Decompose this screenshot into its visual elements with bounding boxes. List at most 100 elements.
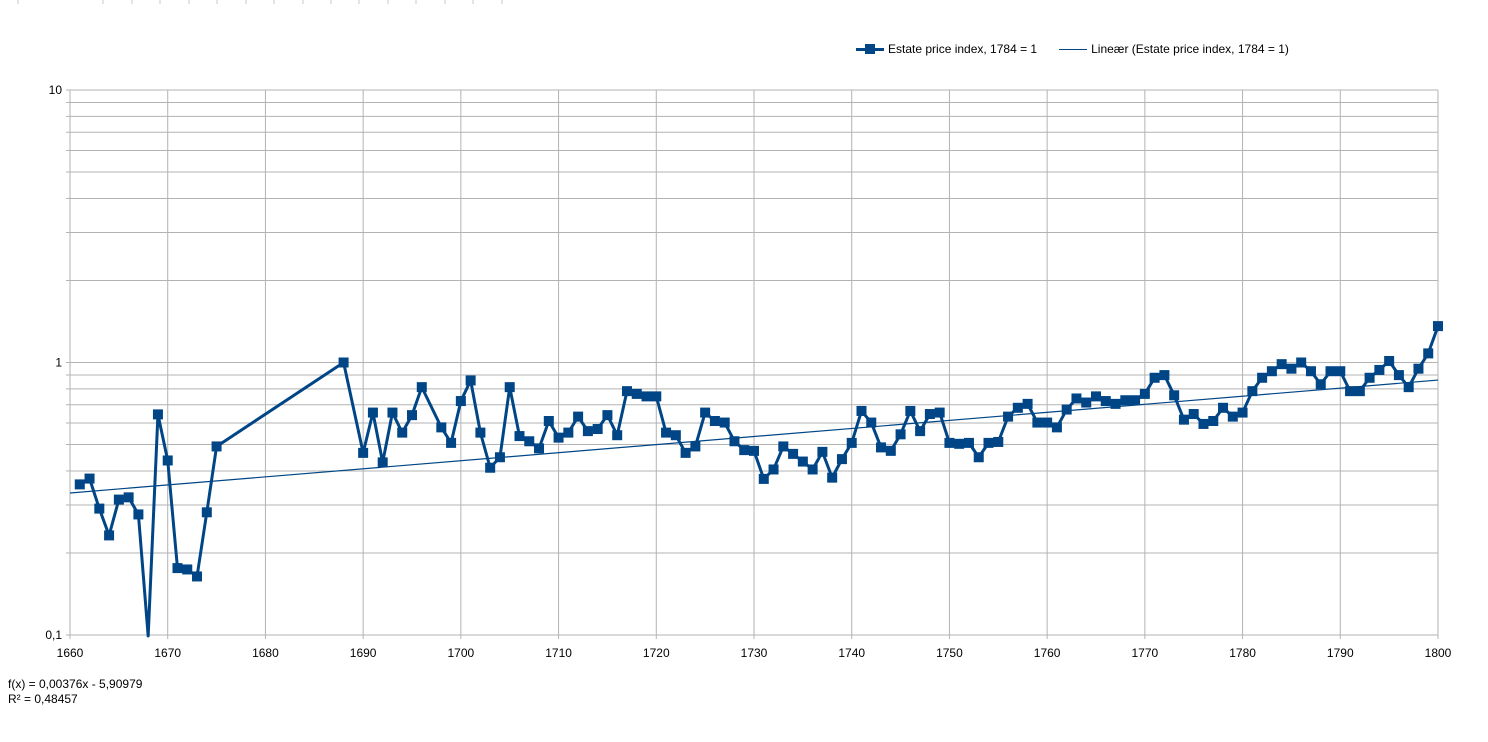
data-point-marker[interactable] bbox=[944, 437, 955, 448]
data-point-marker[interactable] bbox=[172, 563, 183, 574]
data-point-marker[interactable] bbox=[1266, 366, 1277, 377]
data-point-marker[interactable] bbox=[856, 405, 867, 416]
data-point-marker[interactable] bbox=[1433, 321, 1443, 332]
data-point-marker[interactable] bbox=[573, 411, 584, 422]
data-point-marker[interactable] bbox=[182, 564, 193, 575]
legend-item-trend[interactable]: Lineær (Estate price index, 1784 = 1) bbox=[1059, 42, 1289, 56]
data-point-marker[interactable] bbox=[123, 492, 134, 503]
data-point-marker[interactable] bbox=[631, 388, 642, 399]
data-point-marker[interactable] bbox=[407, 410, 417, 421]
data-point-marker[interactable] bbox=[983, 437, 994, 448]
data-point-marker[interactable] bbox=[485, 462, 496, 473]
data-point-marker[interactable] bbox=[1130, 395, 1141, 406]
data-point-marker[interactable] bbox=[1159, 370, 1170, 381]
data-point-marker[interactable] bbox=[876, 442, 887, 453]
data-point-marker[interactable] bbox=[621, 386, 632, 397]
data-point-marker[interactable] bbox=[661, 427, 672, 438]
data-point-marker[interactable] bbox=[1120, 395, 1131, 406]
data-point-marker[interactable] bbox=[1032, 417, 1043, 428]
data-point-marker[interactable] bbox=[768, 464, 779, 475]
data-point-marker[interactable] bbox=[563, 427, 574, 438]
data-point-marker[interactable] bbox=[934, 407, 945, 418]
data-point-marker[interactable] bbox=[1296, 357, 1307, 368]
data-point-marker[interactable] bbox=[690, 441, 701, 452]
data-point-marker[interactable] bbox=[1276, 359, 1287, 370]
data-point-marker[interactable] bbox=[416, 382, 427, 393]
data-point-marker[interactable] bbox=[211, 441, 222, 452]
data-point-marker[interactable] bbox=[993, 436, 1004, 447]
data-point-marker[interactable] bbox=[817, 446, 828, 457]
data-point-marker[interactable] bbox=[729, 436, 740, 447]
data-point-marker[interactable] bbox=[1061, 404, 1072, 415]
data-point-marker[interactable] bbox=[475, 427, 486, 438]
data-point-marker[interactable] bbox=[1286, 363, 1297, 374]
data-point-marker[interactable] bbox=[84, 473, 95, 484]
data-point-marker[interactable] bbox=[797, 456, 808, 467]
data-point-marker[interactable] bbox=[367, 407, 378, 418]
data-point-marker[interactable] bbox=[592, 424, 603, 435]
data-point-marker[interactable] bbox=[739, 445, 750, 456]
data-point-marker[interactable] bbox=[1237, 407, 1248, 418]
data-point-marker[interactable] bbox=[553, 432, 564, 443]
data-point-marker[interactable] bbox=[446, 437, 457, 448]
data-point-marker[interactable] bbox=[436, 422, 447, 433]
data-point-marker[interactable] bbox=[866, 417, 877, 428]
data-point-marker[interactable] bbox=[1003, 411, 1014, 422]
data-point-marker[interactable] bbox=[827, 472, 838, 483]
data-point-marker[interactable] bbox=[582, 426, 593, 437]
data-point-marker[interactable] bbox=[455, 396, 466, 407]
data-point-marker[interactable] bbox=[1325, 366, 1336, 377]
data-point-marker[interactable] bbox=[670, 430, 681, 441]
data-point-marker[interactable] bbox=[719, 417, 730, 428]
data-point-marker[interactable] bbox=[758, 473, 769, 484]
data-point-marker[interactable] bbox=[1335, 366, 1346, 377]
data-point-marker[interactable] bbox=[641, 391, 652, 402]
data-point-marker[interactable] bbox=[788, 448, 799, 459]
data-point-marker[interactable] bbox=[104, 530, 115, 541]
data-point-marker[interactable] bbox=[1354, 386, 1365, 397]
data-point-marker[interactable] bbox=[1139, 388, 1150, 399]
data-point-marker[interactable] bbox=[338, 357, 349, 368]
data-point-marker[interactable] bbox=[514, 431, 525, 442]
data-point-marker[interactable] bbox=[465, 375, 476, 386]
data-point-marker[interactable] bbox=[1169, 390, 1180, 401]
data-point-marker[interactable] bbox=[1198, 418, 1209, 429]
data-point-marker[interactable] bbox=[963, 437, 974, 448]
data-point-marker[interactable] bbox=[1413, 363, 1424, 374]
data-point-marker[interactable] bbox=[885, 445, 896, 456]
data-point-marker[interactable] bbox=[1423, 348, 1434, 359]
data-point-marker[interactable] bbox=[807, 464, 818, 475]
data-point-marker[interactable] bbox=[1012, 402, 1023, 413]
data-point-marker[interactable] bbox=[1081, 397, 1092, 408]
data-point-marker[interactable] bbox=[1022, 398, 1033, 409]
data-point-marker[interactable] bbox=[709, 415, 720, 426]
data-point-marker[interactable] bbox=[1403, 382, 1414, 393]
data-point-marker[interactable] bbox=[973, 452, 984, 463]
data-point-marker[interactable] bbox=[162, 455, 173, 466]
data-point-marker[interactable] bbox=[113, 494, 124, 505]
data-point-marker[interactable] bbox=[1305, 366, 1316, 377]
data-point-marker[interactable] bbox=[1218, 402, 1229, 413]
data-point-marker[interactable] bbox=[1393, 370, 1404, 381]
data-point-marker[interactable] bbox=[534, 443, 545, 454]
data-point-marker[interactable] bbox=[1100, 396, 1111, 407]
legend-item-series[interactable]: Estate price index, 1784 = 1 bbox=[856, 42, 1037, 56]
data-point-marker[interactable] bbox=[651, 391, 662, 402]
data-point-marker[interactable] bbox=[1110, 398, 1121, 409]
data-point-marker[interactable] bbox=[1178, 414, 1189, 425]
data-point-marker[interactable] bbox=[1188, 409, 1199, 420]
data-point-marker[interactable] bbox=[1091, 391, 1101, 402]
data-point-marker[interactable] bbox=[1149, 372, 1160, 383]
data-point-marker[interactable] bbox=[152, 409, 163, 420]
data-point-marker[interactable] bbox=[954, 438, 965, 449]
data-point-marker[interactable] bbox=[94, 503, 105, 514]
data-point-marker[interactable] bbox=[74, 479, 85, 490]
data-point-marker[interactable] bbox=[1345, 386, 1356, 397]
data-point-marker[interactable] bbox=[524, 436, 535, 447]
data-point-marker[interactable] bbox=[1071, 393, 1082, 404]
data-point-marker[interactable] bbox=[680, 447, 691, 458]
data-point-marker[interactable] bbox=[905, 405, 916, 416]
data-point-marker[interactable] bbox=[1364, 372, 1375, 383]
data-point-marker[interactable] bbox=[494, 452, 505, 463]
data-point-marker[interactable] bbox=[1051, 422, 1062, 433]
